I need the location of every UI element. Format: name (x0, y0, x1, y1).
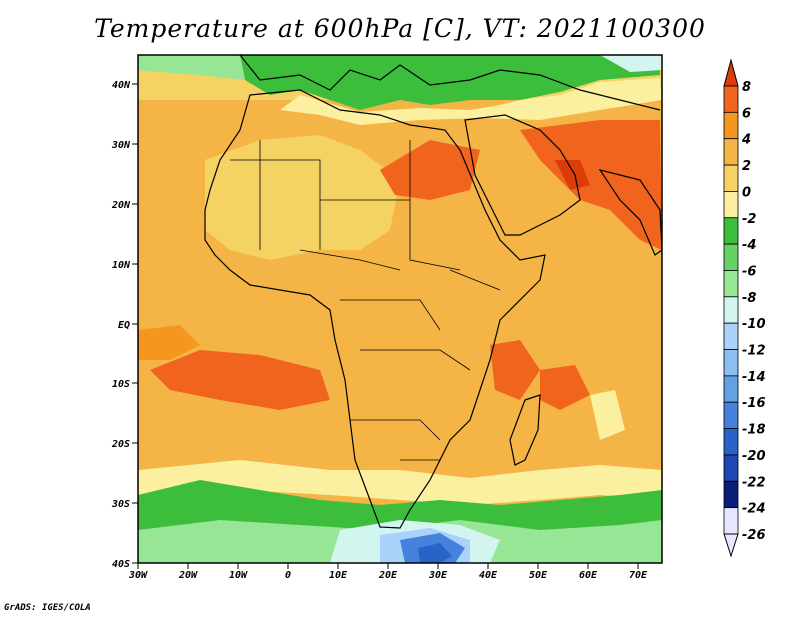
lat-label: 40N (112, 80, 131, 91)
madagascar-outline (509, 394, 541, 466)
footer-credit: GrADS: IGES/COLA (4, 603, 91, 613)
colorbar-label: 2 (742, 159, 751, 174)
colorbar-box (723, 191, 739, 219)
lat-label: EQ (118, 320, 130, 331)
colorbar-box (723, 243, 739, 271)
colorbar-label: -6 (742, 264, 756, 279)
colorbar-label: -10 (742, 317, 766, 332)
lon-ticks (137, 563, 639, 569)
colorbar-box (723, 164, 739, 192)
lat-label: 30N (111, 140, 131, 151)
colorbar-label: 8 (742, 80, 751, 95)
gulf-very-hot (555, 160, 590, 190)
colorbar-label: 0 (742, 185, 751, 200)
lon-label: 20W (178, 570, 198, 581)
colorbar-box (723, 401, 739, 429)
colorbar-label: -22 (742, 475, 766, 490)
colorbar-box (723, 322, 739, 350)
south-pale-band (138, 460, 662, 505)
colorbar-label: 4 (741, 133, 751, 148)
lon-label: 30W (128, 570, 148, 581)
colorbar-box (723, 270, 739, 298)
egypt-hot-zone (380, 140, 480, 200)
colorbar-bottom-arrow (723, 533, 739, 558)
colorbar-label: -8 (742, 291, 756, 306)
atlantic-warm (138, 325, 200, 360)
lat-label: 20S (111, 439, 130, 450)
colorbar-label: -26 (742, 528, 766, 543)
indian-ocean-pale (590, 390, 625, 440)
lat-label: 30S (111, 499, 130, 510)
colorbar-top-arrow (723, 58, 739, 87)
colorbar-box (723, 454, 739, 482)
atlantic-hot-zone (150, 350, 330, 410)
madagascar-east-hot (540, 365, 590, 410)
north-pale-band (280, 78, 662, 125)
colorbar-label: 6 (742, 106, 751, 121)
colorbar-label: -16 (742, 396, 766, 411)
colorbar-label: -12 (742, 344, 766, 359)
lat-label: 10N (112, 260, 131, 271)
sahara-land (205, 135, 400, 260)
colorbar-box (723, 507, 739, 535)
temperature-field (138, 55, 662, 563)
colorbar-box (723, 428, 739, 456)
lon-label: 70E (629, 570, 648, 581)
lat-ticks (132, 83, 138, 564)
colorbar-box (723, 480, 739, 509)
lon-label: 20E (378, 570, 398, 581)
europe-coastline (239, 55, 661, 111)
south-coldest-core (418, 543, 452, 563)
colorbar: 8 6 4 2 0 -2 -4 -6 -8 -10 -12 -14 -16 -18 -20 -22 -24 -26 (723, 58, 766, 558)
colorbar-box (723, 85, 739, 113)
indian-ocean-hot (490, 340, 540, 400)
lon-label: 60E (579, 570, 598, 581)
arabia-outline (464, 114, 581, 236)
lon-label: 50E (529, 570, 548, 581)
northeast-pale (600, 55, 662, 72)
lon-label: 10W (229, 570, 248, 581)
country-borders (230, 140, 501, 461)
colorbar-label: -14 (742, 370, 766, 385)
lat-label: 40S (112, 559, 130, 570)
colorbar-box (723, 296, 739, 324)
india-outline (598, 169, 662, 256)
colorbar-box (723, 349, 739, 377)
colorbar-box (723, 375, 739, 403)
colorbar-box (723, 111, 739, 140)
map-frame (137, 54, 663, 564)
lon-label: 30E (428, 570, 448, 581)
lon-label: 0 (285, 570, 291, 581)
colorbar-label: -18 (742, 423, 766, 438)
arabia-hot-zone (520, 120, 662, 250)
colorbar-box (723, 138, 739, 166)
colorbar-label: -20 (742, 449, 766, 464)
northwest-light-green (138, 55, 245, 80)
lat-label: 20N (111, 200, 131, 211)
map-title: Temperature at 600hPa [C], VT: 202110030… (94, 14, 706, 43)
lon-label: 40E (479, 570, 498, 581)
colorbar-label: -4 (742, 238, 756, 253)
central-africa (340, 290, 500, 430)
colorbar-label: -2 (742, 212, 756, 227)
colorbar-label: -24 (742, 502, 766, 517)
colorbar-box (723, 217, 739, 245)
lon-label: 10E (329, 570, 348, 581)
africa-coastline (204, 89, 546, 529)
lat-label: 10S (112, 379, 130, 390)
